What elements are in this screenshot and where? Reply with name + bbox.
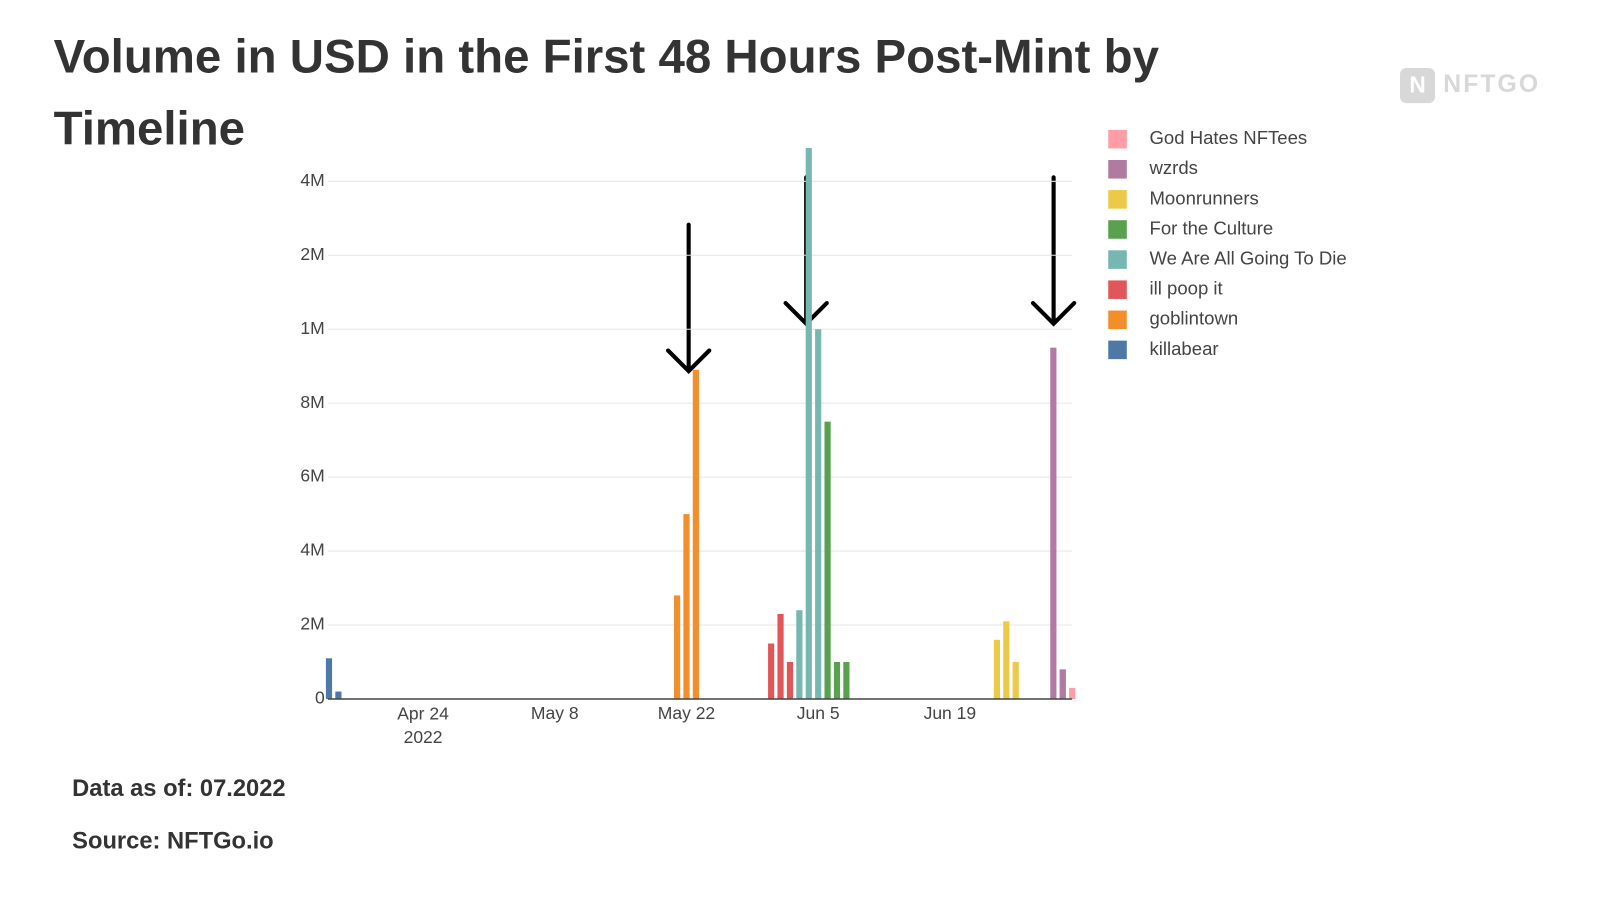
y-tick-label: 6M bbox=[300, 466, 324, 486]
bar bbox=[1069, 687, 1076, 699]
bar bbox=[768, 643, 775, 699]
chart-title: Volume in USD in the First 48 Hours Post… bbox=[54, 30, 1160, 83]
footnote: Data as of: 07.2022 bbox=[72, 776, 285, 802]
bar bbox=[796, 610, 803, 699]
legend-label: wzrds bbox=[1148, 157, 1197, 178]
legend-swatch bbox=[1108, 220, 1127, 239]
arrow bbox=[1030, 175, 1077, 327]
legend-label: goblintown bbox=[1149, 308, 1238, 329]
x-tick-label: May 22 bbox=[658, 703, 715, 723]
legend-swatch bbox=[1108, 129, 1127, 149]
y-tick-label: 2M bbox=[300, 244, 324, 264]
legend-swatch bbox=[1108, 160, 1127, 179]
x-tick-label: Jun 5 bbox=[797, 703, 840, 723]
bar bbox=[673, 595, 681, 699]
legend-swatch bbox=[1108, 250, 1127, 269]
bar bbox=[824, 421, 831, 699]
bar bbox=[335, 691, 342, 699]
logo-icon bbox=[1400, 68, 1436, 104]
legend-swatch bbox=[1108, 340, 1127, 360]
bar bbox=[1059, 669, 1066, 699]
y-tick-label: 4M bbox=[300, 540, 324, 560]
bar bbox=[833, 661, 841, 699]
y-tick-label: 2M bbox=[300, 614, 324, 634]
bar bbox=[683, 514, 690, 699]
x-tick-label: Apr 24 2022 bbox=[397, 703, 449, 747]
legend-label: killabear bbox=[1149, 338, 1218, 359]
bar bbox=[815, 329, 822, 699]
bar bbox=[1003, 621, 1010, 699]
logo-mark: N bbox=[1409, 72, 1425, 98]
y-tick-label: 4M bbox=[300, 170, 324, 190]
y-tick-label: 1M bbox=[300, 318, 324, 338]
legend-label: ill poop it bbox=[1149, 278, 1223, 299]
y-tick-label: 8M bbox=[300, 392, 324, 412]
annotation-arrows bbox=[665, 175, 1077, 375]
legend-label: For the Culture bbox=[1149, 217, 1273, 238]
bar bbox=[805, 148, 812, 699]
legend-label: Moonrunners bbox=[1149, 187, 1258, 208]
chart-title: Timeline bbox=[54, 102, 245, 155]
arrow bbox=[665, 222, 712, 375]
footnote: Source: NFTGo.io bbox=[72, 829, 273, 855]
legend-swatch bbox=[1108, 190, 1127, 209]
legend-label: We Are All Going To Die bbox=[1149, 247, 1346, 268]
x-tick-label: Jun 19 bbox=[924, 703, 977, 723]
y-tick-label: 0 bbox=[315, 688, 325, 708]
bar bbox=[777, 613, 784, 699]
bar bbox=[692, 369, 699, 699]
bar bbox=[1012, 661, 1019, 699]
bar bbox=[786, 661, 794, 699]
legend-swatch bbox=[1108, 310, 1127, 330]
bar bbox=[325, 658, 333, 699]
bar bbox=[843, 661, 850, 699]
legend-label: God Hates NFTees bbox=[1149, 127, 1307, 148]
legend-swatch bbox=[1108, 280, 1127, 299]
bar bbox=[1050, 347, 1057, 699]
bar bbox=[993, 639, 1000, 699]
logo-text: NFTGO bbox=[1443, 71, 1540, 98]
x-tick-label: May 8 bbox=[531, 703, 579, 723]
